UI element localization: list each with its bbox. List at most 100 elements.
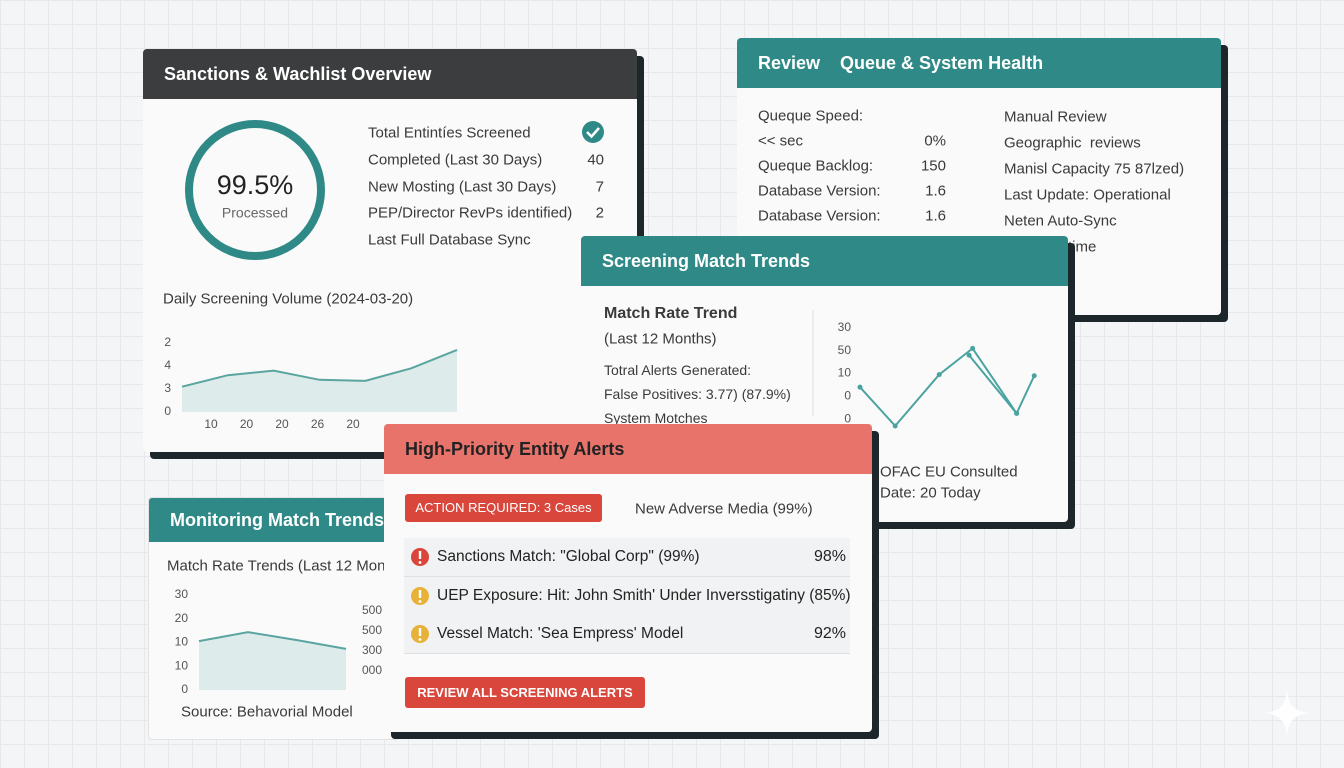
text: Completed (Last 30 Days) [368, 151, 543, 169]
text: 2 [595, 204, 604, 222]
text: Queque Speed: [758, 107, 864, 125]
text: Match Rate Trends (Last 12 Mont [167, 557, 390, 575]
line [859, 346, 1036, 428]
card-title: Screening Match Trends [602, 251, 811, 271]
chart [411, 586, 429, 605]
card-header: Monitoring Match Trends [149, 498, 399, 542]
action-badge: ACTION REQUIRED: 3 Cases [405, 494, 602, 522]
text: False Positives: 3.77) (87.9%) [604, 386, 791, 402]
review-button[interactable]: REVIEW ALL SCREENING ALERTS [405, 677, 645, 708]
alert-icon-bar [418, 551, 422, 559]
y-tick-label: 3 [164, 381, 171, 395]
point [1031, 373, 1037, 379]
text: 7 [595, 178, 604, 196]
y-tick-label: 30 [838, 320, 852, 334]
chart [411, 548, 429, 566]
text: 98% [813, 548, 846, 565]
y-tick-label: 20 [175, 611, 189, 625]
gauge-ring [185, 120, 325, 260]
text: (Last 12 Months) [604, 330, 717, 348]
chart [411, 625, 429, 643]
sparkle-icon [1264, 690, 1310, 736]
chart: 99.5% Processed 0 3 4 2 10 20 20 26 20 [164, 120, 604, 431]
y-tick-label: 10 [175, 635, 189, 649]
area [199, 632, 346, 690]
text: New Mosting (Last 30 Days) [368, 178, 557, 196]
card-header: Review Queue & System Health [737, 38, 1221, 88]
y-tick-label: 50 [838, 343, 852, 357]
y-tick-label: 10 [175, 658, 189, 672]
text: New Adverse Media (99%) [635, 500, 813, 518]
y-tick-label: 0 [181, 682, 188, 696]
y-tick-label: 30 [175, 587, 189, 601]
overview-card: Sanctions & Wachlist Overview 99.5% Proce… [143, 49, 637, 452]
text: OFAC EU Consulted [880, 463, 1018, 481]
gauge-caption: Processed [222, 205, 288, 221]
point [936, 372, 942, 378]
card-header: Sanctions & Wachlist Overview [143, 49, 637, 99]
text: 1.6 [925, 207, 946, 225]
text: Daily Screening Volume (2024-03-20) [163, 290, 414, 308]
point [892, 423, 898, 429]
x-tick-label: 20 [240, 417, 254, 431]
x-tick-label: 10 [204, 417, 218, 431]
text: 92% [813, 625, 846, 642]
alert-icon-bar [418, 628, 422, 636]
alert-row: Sanctions Match: "Global Corp" (99%) 98% [404, 538, 850, 577]
text: Vessel Match: 'Sea Empress' Model [437, 625, 684, 642]
x-tick-label: 26 [311, 417, 325, 431]
text: PEP/Director RevPs identified) [368, 204, 573, 222]
text: Last Full Database Sync [368, 231, 531, 249]
x-tick-label: 20 [275, 417, 289, 431]
alerts-card: High-Priority Entity Alerts ACTION REQUI… [384, 424, 872, 732]
text: Database Version: [758, 182, 881, 200]
text: << sec [758, 132, 804, 150]
text: time [1068, 238, 1097, 256]
text: Total Entintíes Screened [368, 124, 531, 142]
text: Manual Review [1004, 108, 1107, 126]
card-title: Monitoring Match Trends [170, 510, 384, 530]
alert-icon-dot [418, 638, 422, 641]
point [966, 352, 972, 358]
y-tick-label: 4 [164, 358, 171, 372]
card-header: High-Priority Entity Alerts [384, 424, 872, 474]
text: 40 [587, 151, 604, 169]
alert-row: UEP Exposure: Hit: John Smith' Under Inv… [404, 576, 851, 616]
text: System Motches [604, 410, 708, 426]
line [198, 631, 347, 650]
y-tick-label: 0 [844, 411, 851, 425]
point [1014, 410, 1020, 416]
text: 1.6 [925, 182, 946, 200]
text: 0% [924, 132, 946, 150]
right-label: 300 [362, 643, 382, 657]
text: Geographic reviews [1004, 134, 1141, 152]
y-tick-label: 0 [844, 388, 851, 402]
right-label: 500 [362, 603, 382, 617]
monitoring-card: Monitoring Match Trends 0 10 10 20 30 500 500 3… [148, 497, 400, 740]
chart: 0 10 10 20 30 500 500 300 000 [175, 587, 383, 696]
line [181, 348, 458, 388]
text: Totral Alerts Generated: [604, 362, 752, 378]
check-icon [582, 121, 604, 143]
text: Database Version: [758, 207, 881, 225]
card-title: Review Queue & System Health [758, 53, 1044, 73]
text: Queque Backlog: [758, 157, 874, 175]
point [970, 345, 976, 351]
y-tick-label: 10 [838, 366, 852, 380]
alert-icon-bar [418, 589, 422, 598]
alert-row: Vessel Match: 'Sea Empress' Model 92% [404, 615, 850, 654]
y-tick-label: 2 [164, 335, 171, 349]
alert-icon-dot [418, 561, 422, 564]
text: Source: Behavorial Model [181, 703, 353, 721]
chart: 0 0 10 50 30 [812, 310, 1037, 429]
right-label: 500 [362, 623, 382, 637]
text: Manisl Capacity 75 87lzed) [1004, 160, 1185, 178]
card-title: High-Priority Entity Alerts [405, 439, 625, 459]
y-tick-label: 0 [164, 404, 171, 418]
text: Neten Auto-Sync [1004, 212, 1117, 230]
text: 150 [920, 157, 946, 175]
right-label: 000 [362, 663, 382, 677]
x-tick-label: 20 [346, 417, 360, 431]
text: Date: 20 Today [880, 484, 981, 502]
